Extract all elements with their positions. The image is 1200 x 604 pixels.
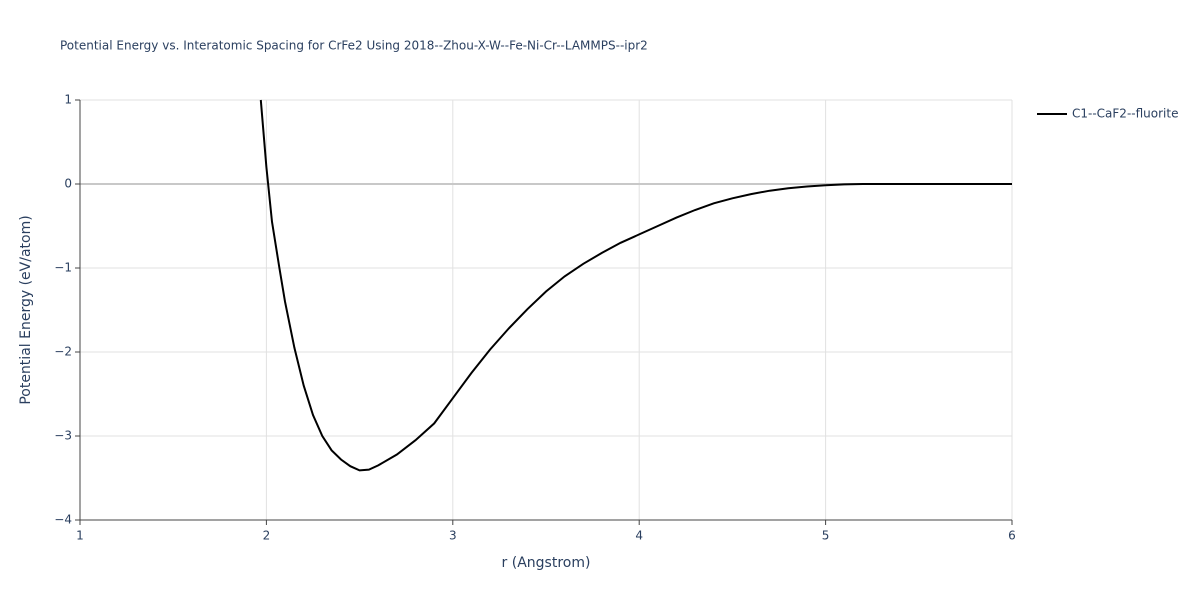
y-tick-label: −1 [54,261,72,275]
x-axis-label: r (Angstrom) [502,555,591,571]
y-tick-label: 1 [64,93,72,107]
x-tick-label: 6 [1008,529,1016,543]
y-tick-label: −3 [54,429,72,443]
x-tick-label: 3 [449,529,457,543]
series-line [259,99,1012,472]
x-tick-label: 5 [822,529,830,543]
x-tick-label: 1 [76,529,84,543]
y-axis-label: Potential Energy (eV/atom) [18,215,34,404]
y-tick-label: 0 [64,177,72,191]
legend-label: C1--CaF2--fluorite [1072,107,1178,121]
x-tick-label: 2 [263,529,271,543]
y-tick-label: −4 [54,513,72,527]
y-tick-label: −2 [54,345,72,359]
chart-title: Potential Energy vs. Interatomic Spacing… [60,39,648,53]
x-tick-label: 4 [635,529,643,543]
